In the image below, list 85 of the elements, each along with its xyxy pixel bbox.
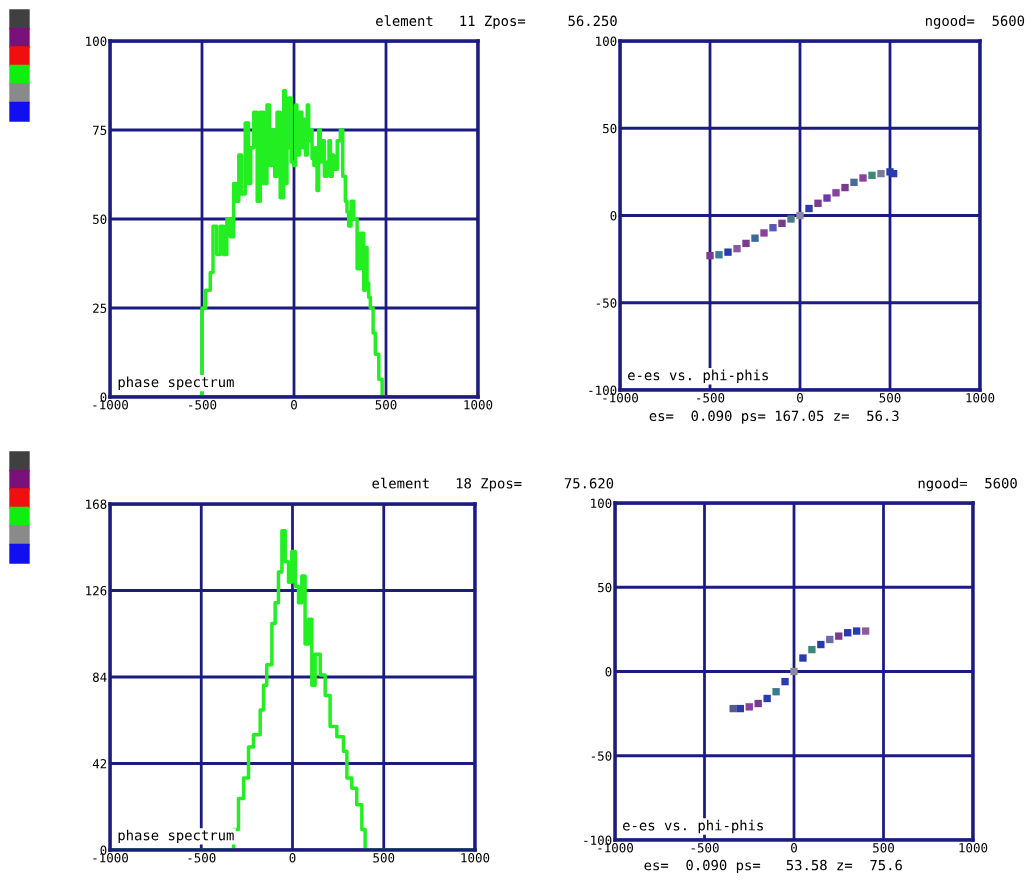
- x-tick-label: 500: [375, 400, 397, 410]
- point: [852, 627, 861, 635]
- y-tick-label: 0: [605, 667, 612, 677]
- y-tick-label: -50: [596, 298, 617, 308]
- x-tick-label: 1000: [464, 400, 493, 410]
- point: [736, 704, 744, 713]
- y-tick-label: 168: [86, 499, 107, 509]
- y-tick-label: 42: [92, 759, 107, 769]
- y-tick-label: 50: [598, 582, 612, 593]
- point: [817, 640, 825, 649]
- point: [861, 627, 870, 635]
- point: [805, 204, 813, 213]
- x-tick-label: -1000: [93, 400, 128, 410]
- point: [850, 178, 858, 187]
- x-tick-label: 1000: [966, 393, 995, 403]
- x-tick-label: -1000: [93, 853, 128, 863]
- point: [796, 211, 804, 220]
- text: element 18 Zpos= 75.620: [372, 477, 614, 492]
- chart-subtitle: ngood= 5600: [918, 477, 1017, 492]
- x-tick-label: -500: [697, 393, 725, 403]
- point: [808, 645, 816, 654]
- x-tick-label: 0: [797, 393, 803, 403]
- point: [868, 171, 876, 180]
- y-tick-label: -100: [589, 385, 617, 395]
- chart-subtitle: ngood= 5600: [925, 15, 1025, 29]
- point: [729, 704, 737, 713]
- point: [877, 169, 885, 178]
- y-tick-label: 50: [603, 123, 617, 134]
- x-tick-label: 1000: [461, 853, 490, 863]
- point: [715, 251, 723, 259]
- x-tick-label: 500: [873, 843, 894, 853]
- x-tick-label: 500: [373, 853, 395, 863]
- y-tick-label: 100: [596, 36, 617, 46]
- point: [706, 251, 714, 260]
- x-tick-label: -1000: [603, 393, 638, 403]
- y-tick-label: 50: [93, 214, 107, 224]
- y-tick-label: 100: [591, 498, 612, 508]
- point: [763, 694, 771, 703]
- annotation: phase spectrum: [118, 829, 234, 844]
- point: [844, 629, 852, 637]
- point: [835, 632, 843, 640]
- point: [787, 215, 795, 223]
- point: [823, 194, 831, 202]
- point: [772, 688, 780, 696]
- x-tick-label: 1000: [959, 843, 988, 853]
- y-tick-label: 75: [93, 125, 107, 135]
- text: es= 0.090 ps= 53.58 z= 75.6: [644, 859, 902, 874]
- annotation: e-es vs. phi-phis: [622, 819, 763, 834]
- text: element 11 Zpos= 56.250: [376, 15, 617, 29]
- y-tick-label: 84: [92, 672, 107, 682]
- point: [826, 635, 834, 644]
- point: [745, 703, 753, 711]
- x-tick-label: -1000: [598, 843, 633, 853]
- y-tick-label: 100: [86, 36, 107, 46]
- point: [769, 224, 777, 232]
- point: [790, 667, 798, 676]
- y-tick-label: 0: [610, 211, 617, 221]
- point: [841, 183, 849, 192]
- y-tick-label: -100: [584, 835, 612, 845]
- x-tick-label: 500: [879, 393, 901, 403]
- x-tick-label: 0: [791, 843, 797, 853]
- point: [751, 234, 759, 242]
- point: [724, 248, 732, 256]
- point: [814, 199, 822, 207]
- point: [760, 229, 768, 237]
- x-tick-label: 0: [291, 400, 297, 410]
- point: [781, 677, 789, 686]
- point: [754, 699, 762, 708]
- point: [832, 189, 840, 197]
- x-tick-label: -500: [188, 853, 216, 863]
- y-tick-label: 126: [86, 586, 107, 596]
- point: [733, 244, 741, 253]
- point: [799, 654, 807, 662]
- point: [859, 174, 867, 182]
- point: [742, 239, 750, 248]
- text: es= 0.090 ps= 167.05 z= 56.3: [649, 410, 899, 424]
- point: [889, 169, 898, 178]
- point: [778, 219, 786, 228]
- annotation: phase spectrum: [118, 376, 234, 390]
- x-tick-label: -500: [189, 400, 217, 410]
- x-tick-label: -500: [691, 843, 719, 853]
- x-tick-label: 0: [289, 853, 296, 863]
- y-tick-label: -50: [591, 751, 612, 761]
- y-tick-label: 25: [93, 303, 107, 313]
- annotation: e-es vs. phi-phis: [628, 369, 768, 384]
